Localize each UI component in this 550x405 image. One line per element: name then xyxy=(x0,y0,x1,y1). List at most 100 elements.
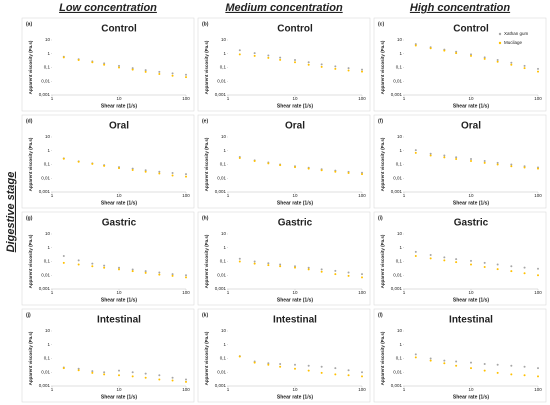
data-point xyxy=(347,274,350,277)
data-point xyxy=(144,372,147,375)
data-point xyxy=(443,259,446,262)
x-tick-label: 1 xyxy=(403,387,406,392)
x-axis-label: Shear rate (1/s) xyxy=(101,200,137,206)
data-point xyxy=(144,70,147,73)
y-tick-label: 0,01 xyxy=(393,78,402,83)
x-axis-label: Shear rate (1/s) xyxy=(277,103,313,109)
y-axis-label: Apparent viscosity (Pa.s) xyxy=(28,234,33,288)
data-point xyxy=(91,370,94,373)
data-point xyxy=(171,172,174,175)
y-tick-label: 10 xyxy=(221,37,227,42)
data-point xyxy=(238,53,241,56)
y-tick-label: 1 xyxy=(399,148,402,153)
panel-label: (e) xyxy=(202,118,208,124)
data-point xyxy=(483,265,486,268)
data-point xyxy=(185,276,187,279)
data-point xyxy=(131,67,134,70)
data-point xyxy=(294,363,296,366)
x-tick-label: 10 xyxy=(292,96,298,101)
data-point xyxy=(470,54,472,57)
y-tick-label: 1 xyxy=(47,148,50,153)
data-point xyxy=(253,52,256,55)
data-point xyxy=(294,266,296,269)
x-tick-label: 1 xyxy=(227,290,230,295)
y-tick-label: 0,01 xyxy=(41,369,50,374)
x-tick-label: 1 xyxy=(403,290,406,295)
data-point xyxy=(347,271,350,274)
x-tick-label: 1 xyxy=(51,387,54,392)
data-point xyxy=(77,59,80,62)
data-point xyxy=(158,172,161,175)
data-point xyxy=(185,73,187,76)
y-axis-label: Apparent viscosity (Pa.s) xyxy=(28,40,33,94)
data-point xyxy=(158,170,161,173)
y-axis-label: Apparent viscosity (Pa.s) xyxy=(380,331,385,385)
data-point xyxy=(496,161,499,164)
panel-label: (b) xyxy=(202,21,209,27)
data-point xyxy=(320,268,323,271)
data-point xyxy=(334,373,337,376)
x-axis-label: Shear rate (1/s) xyxy=(101,297,137,303)
x-tick-label: 1 xyxy=(51,290,54,295)
data-point xyxy=(279,164,282,167)
y-tick-label: 0,001 xyxy=(39,383,51,388)
data-point xyxy=(496,59,499,62)
y-tick-label: 1 xyxy=(223,148,226,153)
data-point xyxy=(77,259,80,262)
data-point xyxy=(443,359,446,362)
data-point xyxy=(455,158,458,161)
y-tick-label: 0,001 xyxy=(39,189,51,194)
data-point xyxy=(118,266,120,269)
data-point xyxy=(414,149,417,152)
data-point xyxy=(279,362,282,365)
y-tick-label: 10 xyxy=(397,37,403,42)
x-tick-label: 10 xyxy=(116,193,122,198)
data-point xyxy=(307,364,310,367)
data-point xyxy=(185,76,187,79)
data-point xyxy=(158,70,161,73)
data-point xyxy=(185,173,187,176)
panel-frame xyxy=(197,308,371,403)
x-tick-label: 1 xyxy=(403,96,406,101)
data-point xyxy=(253,262,256,265)
data-point xyxy=(62,255,65,258)
panel-frame xyxy=(21,114,195,209)
y-tick-label: 0,01 xyxy=(393,175,402,180)
y-tick-label: 0,1 xyxy=(396,162,403,167)
data-point xyxy=(320,63,323,66)
data-point xyxy=(414,250,417,253)
data-point xyxy=(158,378,161,381)
data-point xyxy=(144,271,147,274)
data-point xyxy=(294,166,296,169)
y-axis-label: Apparent viscosity (Pa.s) xyxy=(204,331,209,385)
data-point xyxy=(307,369,310,372)
x-tick-label: 100 xyxy=(182,193,190,198)
data-point xyxy=(496,371,499,374)
panel-label: (h) xyxy=(202,215,209,221)
data-point xyxy=(131,371,134,374)
y-tick-label: 0,1 xyxy=(44,356,51,361)
data-point xyxy=(267,162,270,165)
data-point xyxy=(238,156,241,159)
data-point xyxy=(470,367,472,370)
data-point xyxy=(347,67,350,70)
data-point xyxy=(267,363,270,366)
y-tick-label: 0,1 xyxy=(220,162,227,167)
data-point xyxy=(429,257,432,260)
y-tick-label: 10 xyxy=(397,328,403,333)
y-tick-label: 0,01 xyxy=(41,272,50,277)
data-point xyxy=(118,66,120,69)
y-tick-label: 10 xyxy=(397,134,403,139)
data-point xyxy=(429,253,432,256)
data-point xyxy=(510,373,513,376)
y-axis-label: Apparent viscosity (Pa.s) xyxy=(204,40,209,94)
data-point xyxy=(510,61,513,64)
data-point xyxy=(307,63,310,66)
data-point xyxy=(253,159,256,162)
x-axis-label: Shear rate (1/s) xyxy=(453,200,489,206)
data-point xyxy=(131,270,134,273)
y-tick-label: 1 xyxy=(47,245,50,250)
panel-frame xyxy=(21,17,195,112)
panel-frame xyxy=(373,308,547,403)
data-point xyxy=(91,61,94,64)
